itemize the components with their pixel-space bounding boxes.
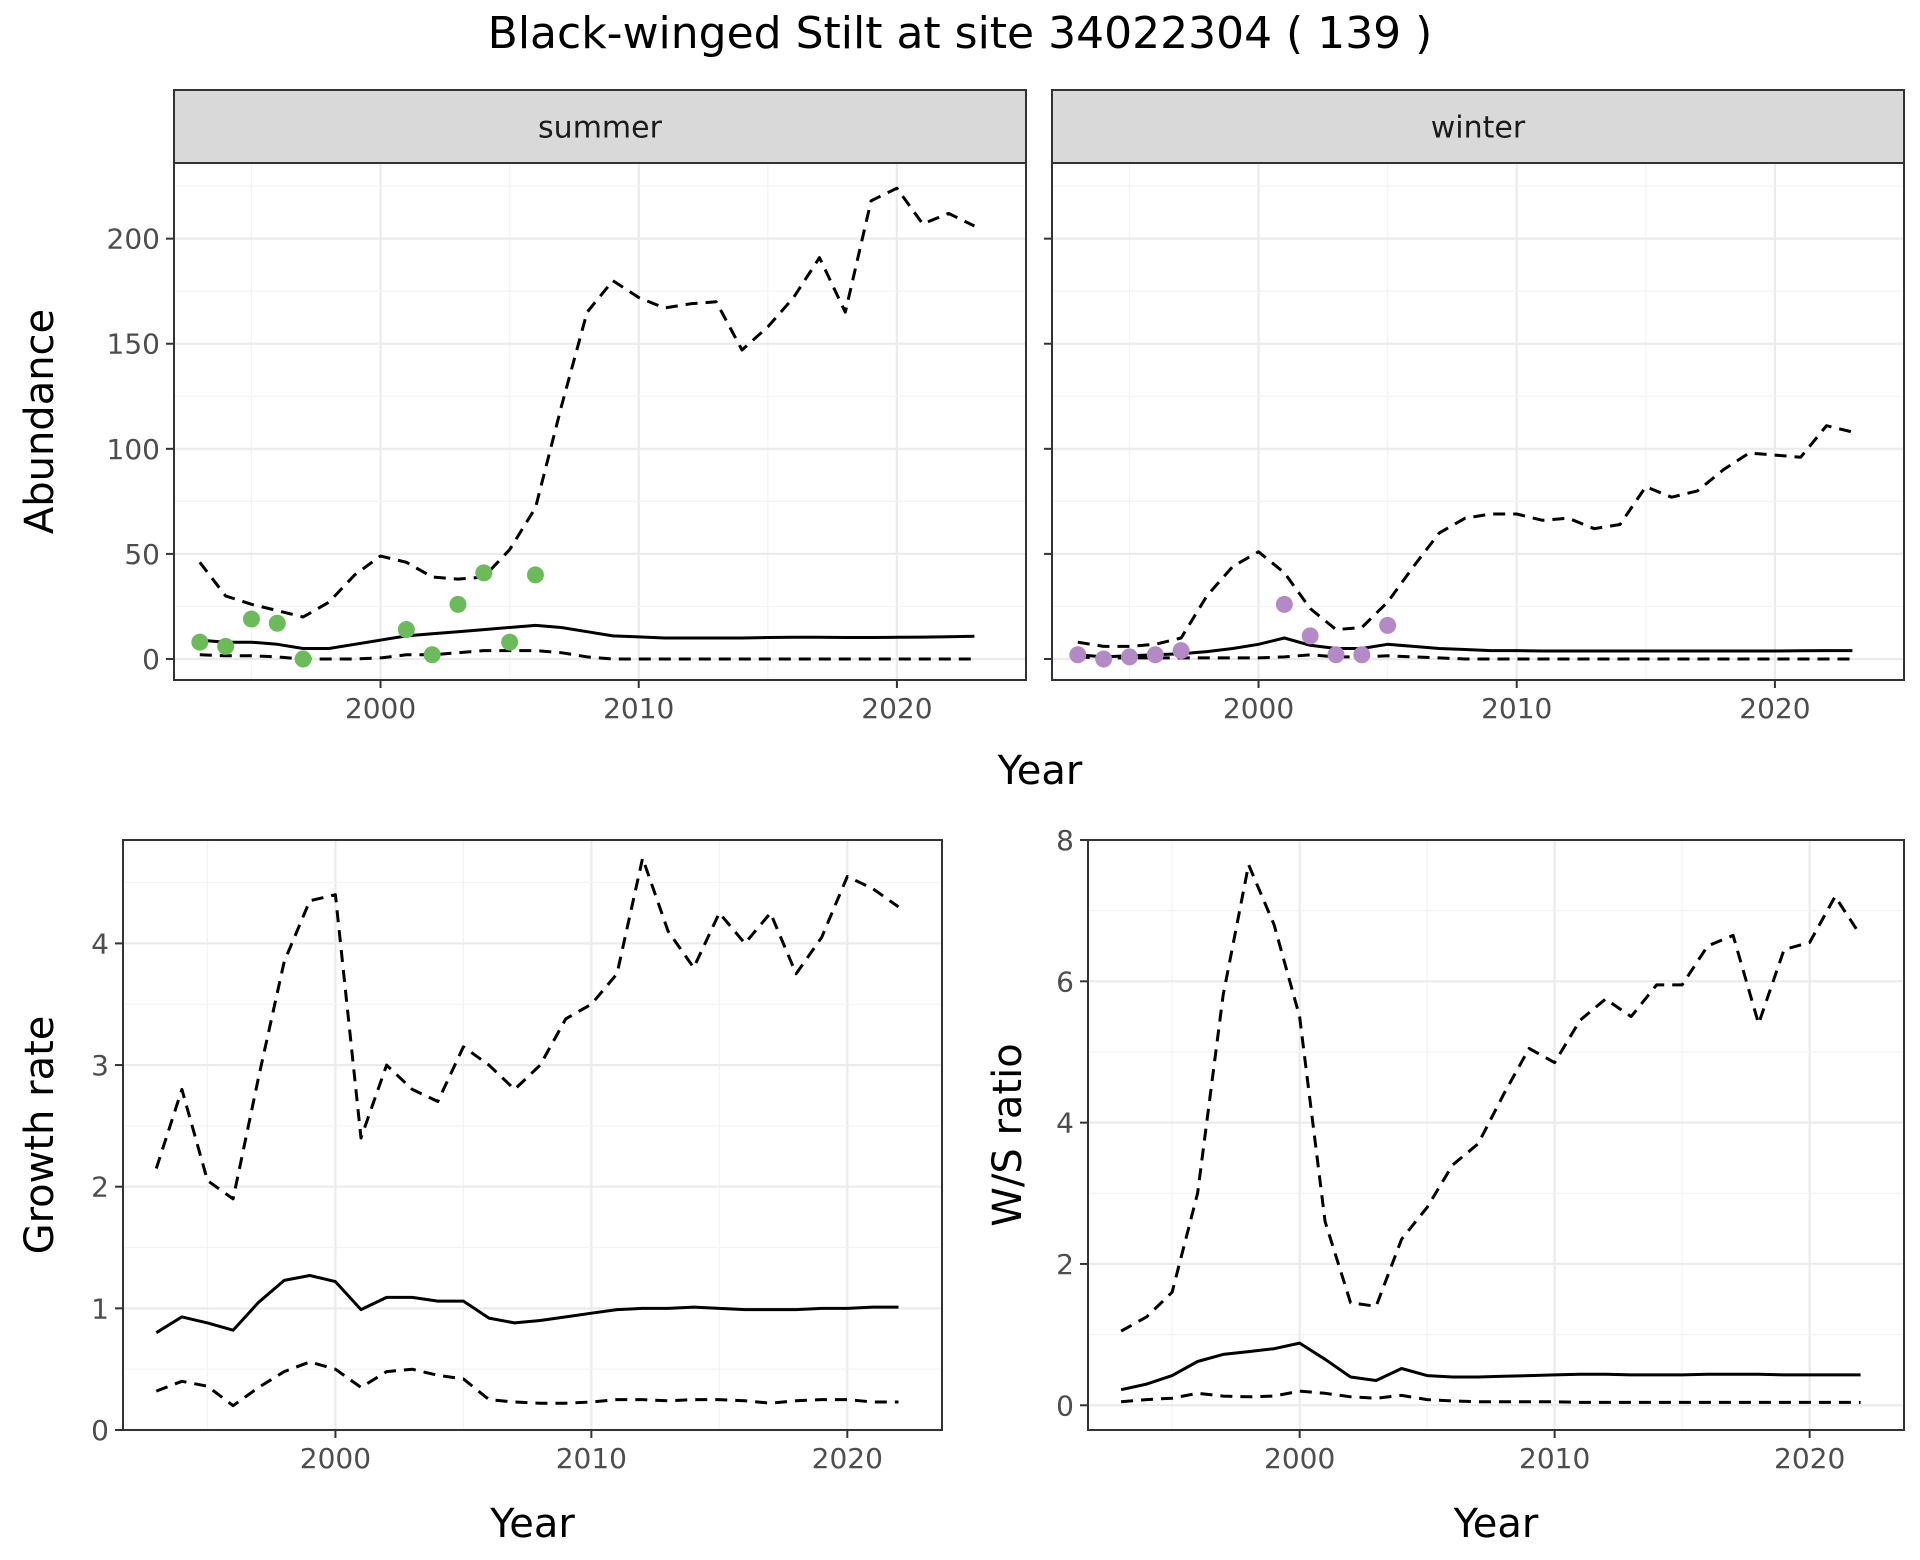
- panel-border: [122, 839, 943, 1431]
- x-tick-label: 2010: [603, 692, 674, 725]
- count-point: [1069, 646, 1087, 664]
- y-tick-label: 1: [91, 1292, 109, 1325]
- y-tick-label: 2: [1056, 1248, 1074, 1281]
- count-point: [423, 646, 441, 664]
- x-tick-label: 2020: [861, 692, 932, 725]
- y-tick-label: 4: [1056, 1107, 1074, 1140]
- estimate-line-growth-0: [155, 1274, 899, 1334]
- y-axis-title: Growth rate: [17, 1016, 63, 1255]
- y-tick-label: 200: [107, 223, 160, 256]
- estimate-line-ratio-0: [1120, 1341, 1861, 1392]
- x-tick-label: 2000: [1264, 1442, 1335, 1475]
- x-tick-label: 2000: [300, 1442, 371, 1475]
- dashed-bound-line-growth-2: [155, 1360, 899, 1408]
- count-point: [1120, 648, 1138, 666]
- count-point: [294, 650, 312, 668]
- count-point: [501, 633, 519, 651]
- dashed-bound-line-summer-2: [199, 649, 975, 661]
- dashed-bound-line-winter-1: [1077, 424, 1853, 648]
- count-point: [526, 566, 544, 584]
- y-tick-label: 100: [107, 433, 160, 466]
- x-axis-title: Year: [489, 1501, 575, 1547]
- x-tick-label: 2010: [1481, 692, 1552, 725]
- y-axis-title: Abundance: [17, 309, 63, 534]
- plot-background: [174, 163, 1026, 680]
- count-point: [1327, 646, 1345, 664]
- gridlines: [174, 163, 1027, 680]
- y-tick-label: 0: [1056, 1389, 1074, 1422]
- panel-ratio: 2000 2010 2020 0 2 4 6 8 W/S ratio Year: [985, 824, 1905, 1547]
- estimate-line-winter-0: [1077, 636, 1853, 659]
- panel-summer: summer 2000 2010 2020 0 50 100 150 200 Abundance: [17, 89, 1027, 725]
- count-point: [1379, 616, 1397, 634]
- plot-background: [1088, 840, 1904, 1430]
- y-tick-label: 6: [1056, 965, 1074, 998]
- x-tick-label: 2000: [345, 692, 416, 725]
- y-tick-label: 0: [91, 1414, 109, 1447]
- count-point: [1172, 642, 1190, 660]
- y-tick-label: 4: [91, 927, 109, 960]
- y-tick-label: 0: [142, 643, 160, 676]
- facet-strip: [1051, 89, 1905, 164]
- facet-strip-label: summer: [538, 111, 663, 146]
- x-tick-label: 2020: [1774, 1442, 1845, 1475]
- x-tick-label: 2000: [1223, 692, 1294, 725]
- x-tick-label: 2020: [812, 1442, 883, 1475]
- count-point: [1095, 650, 1113, 668]
- dashed-bound-line-ratio-1: [1120, 863, 1862, 1333]
- count-point: [475, 564, 493, 582]
- y-tick-label: 50: [124, 538, 160, 571]
- dashed-bound-line-winter-2: [1077, 653, 1853, 661]
- count-point: [1301, 627, 1319, 645]
- shared-x-axis-title: Year: [997, 748, 1083, 794]
- count-point: [1275, 595, 1293, 613]
- count-point: [268, 614, 286, 632]
- chart-title: Black-winged Stilt at site 34022304 ( 13…: [488, 8, 1433, 59]
- facet-strip-label: winter: [1431, 111, 1526, 146]
- x-tick-label: 2010: [556, 1442, 627, 1475]
- count-point: [1146, 646, 1164, 664]
- count-point: [397, 621, 415, 639]
- plot-background: [123, 840, 942, 1430]
- x-axis-title: Year: [1453, 1501, 1539, 1547]
- count-point: [449, 595, 467, 613]
- estimate-line-summer-0: [199, 623, 975, 650]
- y-tick-label: 150: [107, 328, 160, 361]
- dashed-bound-line-summer-1: [198, 186, 976, 619]
- panel-growth: 2000 2010 2020 0 1 2 3 4 Growth rate Year: [17, 839, 943, 1547]
- count-point: [1353, 646, 1371, 664]
- panel-border: [1087, 839, 1905, 1431]
- y-tick-label: 3: [91, 1049, 109, 1082]
- x-tick-label: 2010: [1519, 1442, 1590, 1475]
- facet-strip: [173, 89, 1027, 164]
- dashed-bound-line-growth-1: [154, 856, 900, 1201]
- count-point: [191, 633, 209, 651]
- dashed-bound-line-ratio-2: [1120, 1389, 1861, 1404]
- y-axis-title: W/S ratio: [985, 1043, 1031, 1226]
- y-tick-label: 8: [1056, 824, 1074, 857]
- plot-background: [1052, 163, 1904, 680]
- count-point: [217, 637, 235, 655]
- panel-winter: winter 2000 2010 2020: [1044, 89, 1905, 725]
- y-tick-label: 2: [91, 1171, 109, 1204]
- x-tick-label: 2020: [1739, 692, 1810, 725]
- count-point: [242, 610, 260, 628]
